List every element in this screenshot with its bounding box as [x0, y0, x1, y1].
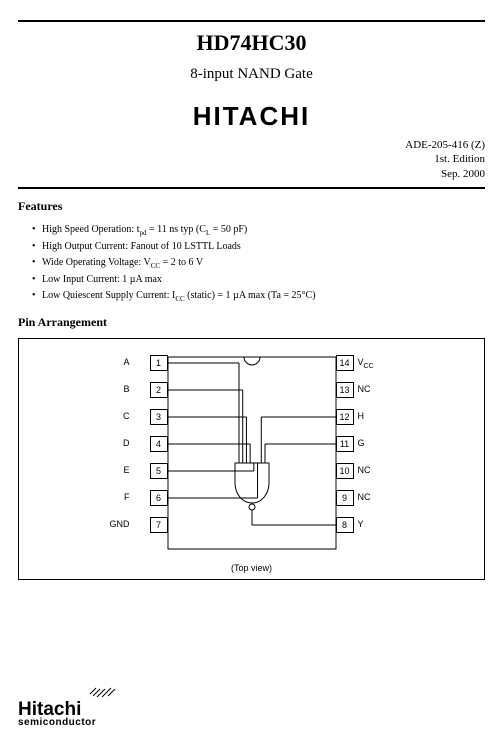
- pin-label: D: [90, 438, 130, 448]
- pin-label: C: [90, 411, 130, 421]
- feature-item: Low Quiescent Supply Current: ICC (stati…: [32, 288, 485, 305]
- pin-label: H: [358, 411, 365, 421]
- pin-label: Y: [358, 519, 364, 529]
- pin-diagram: 1 A 2 B 3 C 4 D 5 E 6 F 7 GND 14 VCC 13 NC 12 H 11 G 10 NC 9 NC 8Y: [82, 349, 422, 559]
- pin-label: F: [90, 492, 130, 502]
- doc-id: ADE-205-416 (Z): [18, 138, 485, 152]
- feature-item: Wide Operating Voltage: VCC = 2 to 6 V: [32, 255, 485, 272]
- pin-box: 5: [150, 463, 168, 479]
- pin-label: VCC: [358, 357, 374, 370]
- brand-logo: HITACHI: [18, 101, 485, 132]
- pin-box: 9: [336, 490, 354, 506]
- feature-item: High Output Current: Fanout of 10 LSTTL …: [32, 239, 485, 255]
- pin-label: GND: [90, 519, 130, 529]
- pin-label: B: [90, 384, 130, 394]
- footer-sub: semiconductor: [18, 717, 128, 728]
- pin-box: 7: [150, 517, 168, 533]
- pin-box: 13: [336, 382, 354, 398]
- pin-heading: Pin Arrangement: [18, 315, 485, 330]
- pin-box: 14: [336, 355, 354, 371]
- pin-box: 11: [336, 436, 354, 452]
- part-number: HD74HC30: [18, 30, 485, 56]
- doc-meta: ADE-205-416 (Z) 1st. Edition Sep. 2000: [18, 138, 485, 181]
- pin-arrangement-box: 1 A 2 B 3 C 4 D 5 E 6 F 7 GND 14 VCC 13 NC 12 H 11 G 10 NC 9 NC 8Y…: [18, 338, 485, 580]
- pin-box: 4: [150, 436, 168, 452]
- pin-box: 6: [150, 490, 168, 506]
- top-rule: [18, 20, 485, 22]
- pin-label: NC: [358, 492, 371, 502]
- part-description: 8-input NAND Gate: [18, 66, 485, 83]
- feature-item: Low Input Current: 1 µA max: [32, 272, 485, 288]
- pin-box: 2: [150, 382, 168, 398]
- features-list: High Speed Operation: tpd = 11 ns typ (C…: [18, 222, 485, 306]
- diagram-svg: [82, 349, 422, 559]
- feature-item: High Speed Operation: tpd = 11 ns typ (C…: [32, 222, 485, 239]
- pin-box: 10: [336, 463, 354, 479]
- pin-label: G: [358, 438, 365, 448]
- doc-edition: 1st. Edition: [18, 152, 485, 166]
- pin-label: A: [90, 357, 130, 367]
- pin-box: 1: [150, 355, 168, 371]
- doc-date: Sep. 2000: [18, 167, 485, 181]
- pin-box: 8: [336, 517, 354, 533]
- features-heading: Features: [18, 199, 485, 214]
- top-view-label: (Top view): [19, 563, 484, 573]
- mid-rule: [18, 187, 485, 189]
- pin-box: 12: [336, 409, 354, 425]
- pin-label: E: [90, 465, 130, 475]
- footer-logo: Hitachi semiconductor: [18, 678, 128, 728]
- pin-label: NC: [358, 465, 371, 475]
- pin-box: 3: [150, 409, 168, 425]
- pin-label: NC: [358, 384, 371, 394]
